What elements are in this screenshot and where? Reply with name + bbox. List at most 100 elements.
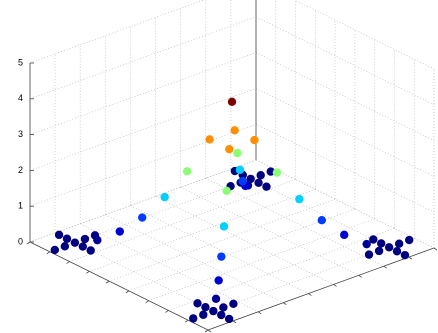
data-point — [160, 192, 169, 202]
data-point — [227, 97, 237, 107]
data-point — [246, 174, 255, 184]
tick-mark — [258, 311, 262, 315]
grid-line — [29, 88, 257, 171]
data-point — [317, 215, 326, 225]
data-point — [374, 246, 384, 256]
data-point — [369, 235, 378, 244]
grid-line — [89, 189, 316, 272]
data-point — [70, 238, 80, 247]
data-point — [224, 314, 234, 324]
data-point — [295, 194, 304, 204]
data-point — [272, 168, 282, 177]
grid-line — [255, 88, 435, 177]
grid-line — [105, 214, 284, 303]
data-point — [400, 250, 410, 260]
data-point — [392, 247, 402, 256]
z-tick-label: 0 — [18, 236, 23, 246]
grid-line — [29, 52, 257, 135]
grid-line — [148, 218, 375, 301]
z-tick-label: 5 — [18, 57, 23, 67]
data-point — [364, 250, 374, 259]
tick-mark — [283, 302, 287, 305]
tick-mark — [408, 256, 413, 260]
data-point — [60, 242, 70, 251]
grid-line — [29, 123, 257, 207]
grid-line — [130, 205, 309, 294]
data-point — [362, 239, 371, 249]
grid-line — [29, 159, 257, 243]
data-point — [199, 310, 208, 319]
data-point — [54, 230, 64, 240]
z-tick-label: 2 — [18, 165, 23, 175]
data-point — [262, 182, 271, 191]
grid-line — [168, 228, 395, 311]
data-point — [219, 222, 229, 231]
tick-mark — [333, 284, 337, 287]
data-point — [115, 227, 124, 236]
data-point — [214, 276, 223, 285]
tick-mark — [86, 271, 90, 274]
data-point — [229, 299, 238, 309]
grid-line — [128, 208, 356, 292]
tick-mark — [66, 261, 70, 264]
z-tick-label: 4 — [18, 93, 23, 103]
tick-mark — [308, 293, 312, 296]
grid-line — [49, 169, 276, 253]
z-tick-label: 1 — [18, 201, 23, 211]
data-point — [384, 243, 394, 252]
data-point — [50, 245, 59, 255]
data-point — [217, 310, 226, 320]
grid-line — [29, 0, 205, 64]
data-point — [201, 303, 210, 312]
grid-line — [293, 0, 435, 70]
tick-mark — [46, 251, 50, 255]
data-point — [209, 306, 218, 316]
tick-mark — [232, 320, 237, 324]
grid-line — [255, 16, 435, 106]
data-point — [78, 242, 88, 251]
data-point — [233, 148, 242, 158]
data-point — [256, 171, 265, 180]
grid-line — [69, 179, 296, 262]
data-point — [340, 230, 349, 240]
tick-mark — [26, 241, 31, 245]
grid-line — [180, 187, 359, 276]
tick-mark — [358, 275, 362, 278]
data-point — [189, 314, 198, 323]
data-point — [254, 178, 263, 187]
tick-mark — [145, 300, 149, 303]
data-point — [238, 176, 247, 186]
tick-mark — [204, 329, 209, 333]
data-point — [205, 135, 214, 144]
data-point — [250, 135, 259, 145]
data-point — [225, 144, 234, 154]
data-point — [217, 252, 226, 261]
grid-line — [155, 196, 334, 285]
data-point — [182, 167, 192, 176]
tick-mark — [185, 319, 189, 323]
grid-line — [205, 177, 384, 267]
tick-mark — [433, 247, 438, 251]
tick-mark — [125, 290, 130, 294]
tick-mark — [165, 310, 169, 313]
data-point — [62, 234, 72, 243]
data-point — [193, 299, 202, 308]
tick-mark — [383, 265, 387, 269]
data-point — [219, 303, 228, 312]
grid-line — [255, 123, 435, 213]
axis-line — [29, 241, 209, 331]
grid-line — [80, 223, 259, 313]
tick-mark — [207, 329, 212, 333]
data-point — [235, 165, 245, 174]
grid-line — [255, 159, 435, 249]
tick-mark — [105, 280, 110, 284]
grid-line — [108, 198, 336, 282]
z-tick-label: 3 — [18, 129, 23, 139]
data-point — [405, 235, 414, 245]
data-point — [394, 239, 404, 248]
data-point — [93, 235, 102, 245]
data-point — [86, 246, 95, 255]
data-point — [211, 294, 221, 304]
grid-line — [255, 52, 435, 141]
